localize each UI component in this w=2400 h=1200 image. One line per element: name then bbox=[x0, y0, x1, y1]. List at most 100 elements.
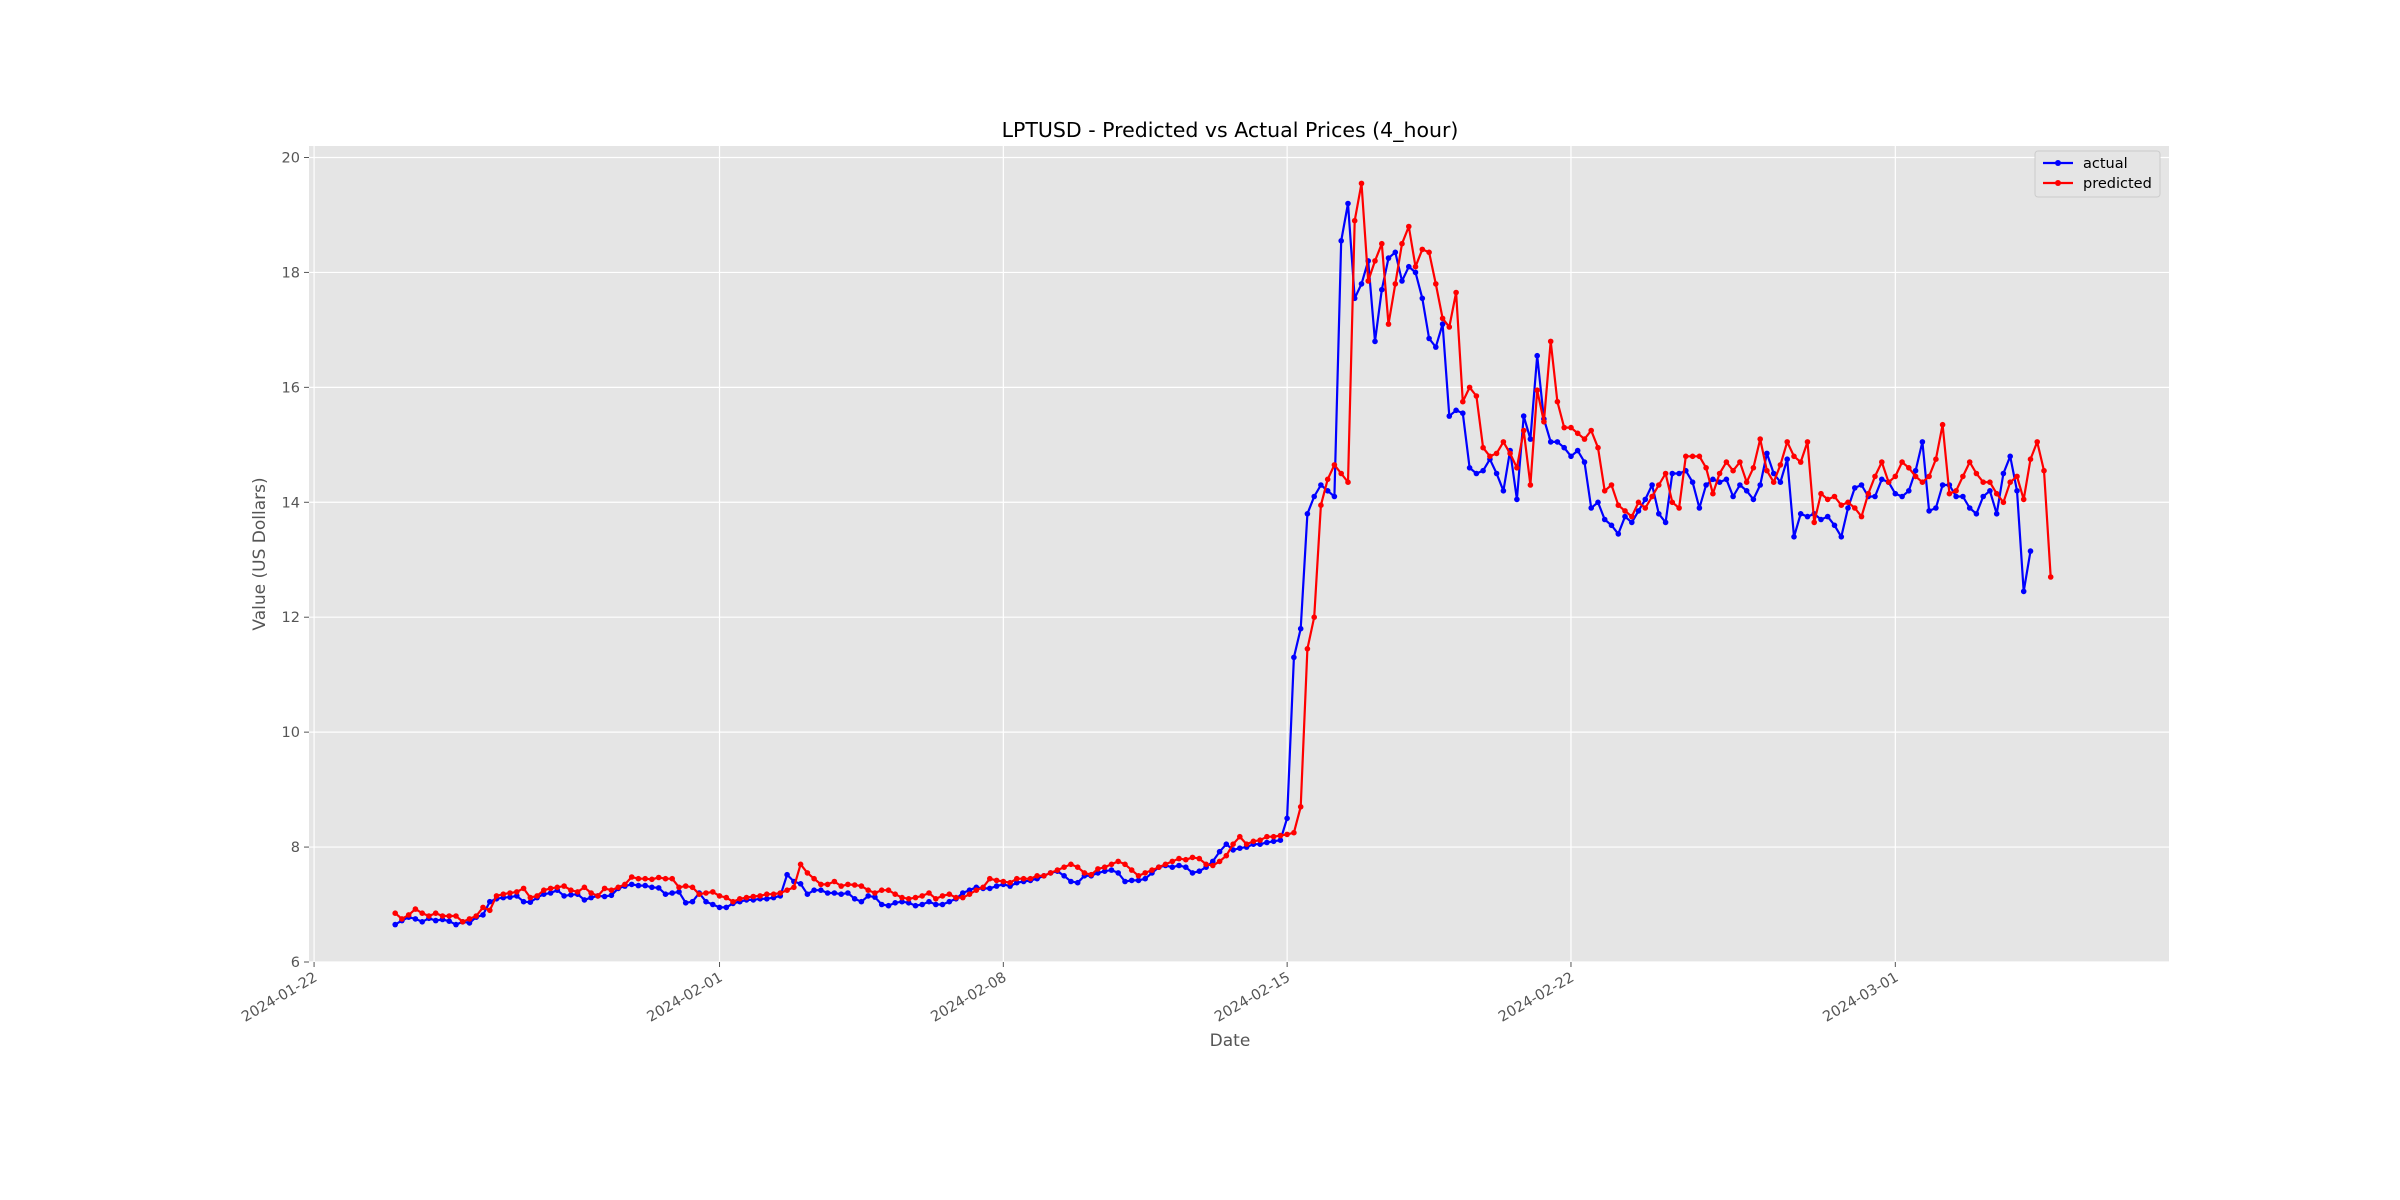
data-point-actual bbox=[655, 885, 662, 891]
data-point-predicted bbox=[1149, 867, 1155, 873]
series-actual bbox=[392, 200, 2034, 928]
data-point-predicted bbox=[1568, 424, 1574, 431]
data-point-predicted bbox=[750, 893, 757, 900]
y-tick-label: 18 bbox=[282, 265, 300, 281]
data-point-actual bbox=[1973, 511, 1980, 517]
data-point-predicted bbox=[459, 919, 466, 925]
data-point-actual bbox=[1406, 263, 1412, 270]
data-point-actual bbox=[993, 883, 1000, 889]
data-point-predicted bbox=[1237, 833, 1243, 840]
data-point-predicted bbox=[791, 884, 797, 891]
data-point-actual bbox=[392, 921, 399, 928]
data-point-predicted bbox=[1351, 217, 1358, 224]
data-point-predicted bbox=[933, 896, 939, 902]
data-point-predicted bbox=[1662, 470, 1669, 477]
data-point-actual bbox=[527, 899, 534, 905]
data-point-actual bbox=[1183, 864, 1189, 870]
data-point-predicted bbox=[1460, 398, 1466, 405]
data-point-predicted bbox=[1574, 430, 1581, 437]
data-point-predicted bbox=[1500, 439, 1507, 445]
data-point-actual bbox=[1480, 467, 1486, 474]
data-point-actual bbox=[649, 884, 655, 891]
data-point-actual bbox=[1446, 413, 1453, 419]
data-point-predicted bbox=[1034, 873, 1040, 879]
data-point-predicted bbox=[547, 885, 554, 892]
data-point-actual bbox=[561, 893, 567, 899]
data-point-predicted bbox=[899, 894, 905, 901]
data-point-actual bbox=[1068, 878, 1074, 885]
data-point-actual bbox=[1561, 444, 1567, 451]
data-point-actual bbox=[851, 896, 858, 902]
series-predicted bbox=[392, 180, 2054, 925]
data-point-predicted bbox=[480, 904, 486, 911]
x-tick-label: 2024-02-15 bbox=[1212, 970, 1293, 1026]
x-tick-label: 2024-02-08 bbox=[928, 970, 1009, 1026]
data-point-predicted bbox=[703, 890, 709, 896]
data-point-predicted bbox=[811, 875, 817, 882]
data-point-predicted bbox=[1696, 453, 1703, 460]
data-point-actual bbox=[1818, 516, 1824, 523]
data-point-actual bbox=[1547, 439, 1554, 445]
data-point-predicted bbox=[649, 876, 655, 883]
data-point-predicted bbox=[1885, 479, 1892, 486]
data-point-predicted bbox=[1216, 858, 1223, 865]
data-point-predicted bbox=[1142, 870, 1148, 876]
data-point-predicted bbox=[1750, 465, 1757, 471]
data-point-actual bbox=[588, 894, 594, 901]
data-point-actual bbox=[514, 893, 520, 899]
data-point-predicted bbox=[1108, 861, 1115, 868]
data-point-predicted bbox=[1338, 470, 1344, 477]
data-point-predicted bbox=[1939, 421, 1946, 428]
data-point-actual bbox=[933, 901, 939, 908]
data-point-predicted bbox=[1629, 513, 1635, 520]
data-point-actual bbox=[1176, 862, 1182, 869]
data-point-actual bbox=[1074, 879, 1081, 886]
data-point-predicted bbox=[1365, 278, 1371, 284]
data-point-actual bbox=[635, 882, 642, 889]
data-point-actual bbox=[1676, 470, 1682, 477]
data-point-predicted bbox=[804, 870, 811, 876]
data-point-predicted bbox=[1689, 453, 1696, 460]
data-point-predicted bbox=[1953, 488, 1959, 494]
data-point-predicted bbox=[1095, 866, 1101, 872]
data-point-predicted bbox=[1676, 505, 1682, 511]
data-point-predicted bbox=[1081, 870, 1088, 876]
data-point-predicted bbox=[642, 875, 648, 882]
data-point-predicted bbox=[1649, 493, 1655, 500]
data-point-actual bbox=[858, 898, 865, 905]
data-point-actual bbox=[2014, 488, 2020, 494]
data-point-predicted bbox=[980, 884, 986, 891]
data-point-predicted bbox=[1372, 258, 1378, 264]
data-point-actual bbox=[1966, 505, 1973, 511]
data-point-actual bbox=[1730, 493, 1736, 500]
data-point-actual bbox=[946, 898, 953, 905]
data-point-predicted bbox=[953, 894, 959, 901]
data-point-predicted bbox=[554, 884, 561, 891]
data-point-actual bbox=[1169, 864, 1176, 870]
data-point-actual bbox=[1879, 476, 1885, 483]
data-point-predicted bbox=[824, 881, 831, 888]
data-point-actual bbox=[466, 920, 473, 926]
data-point-predicted bbox=[1946, 490, 1953, 497]
data-point-predicted bbox=[541, 887, 547, 893]
y-tick-label: 6 bbox=[291, 955, 300, 971]
data-point-predicted bbox=[1595, 444, 1601, 451]
data-point-actual bbox=[1892, 490, 1899, 497]
data-point-actual bbox=[784, 871, 790, 878]
data-point-predicted bbox=[1973, 470, 1980, 477]
data-point-predicted bbox=[1250, 838, 1257, 845]
data-point-predicted bbox=[784, 887, 790, 893]
data-point-actual bbox=[628, 881, 635, 888]
data-point-predicted bbox=[473, 913, 480, 919]
data-point-predicted bbox=[1257, 837, 1263, 843]
data-point-predicted bbox=[1784, 439, 1790, 445]
data-point-predicted bbox=[2047, 574, 2054, 580]
data-point-predicted bbox=[1331, 462, 1338, 468]
data-point-predicted bbox=[1487, 453, 1493, 460]
data-point-predicted bbox=[581, 884, 588, 891]
data-point-predicted bbox=[1466, 384, 1473, 391]
data-point-predicted bbox=[1865, 490, 1872, 497]
data-point-predicted bbox=[1088, 871, 1094, 878]
data-point-predicted bbox=[1169, 858, 1176, 865]
